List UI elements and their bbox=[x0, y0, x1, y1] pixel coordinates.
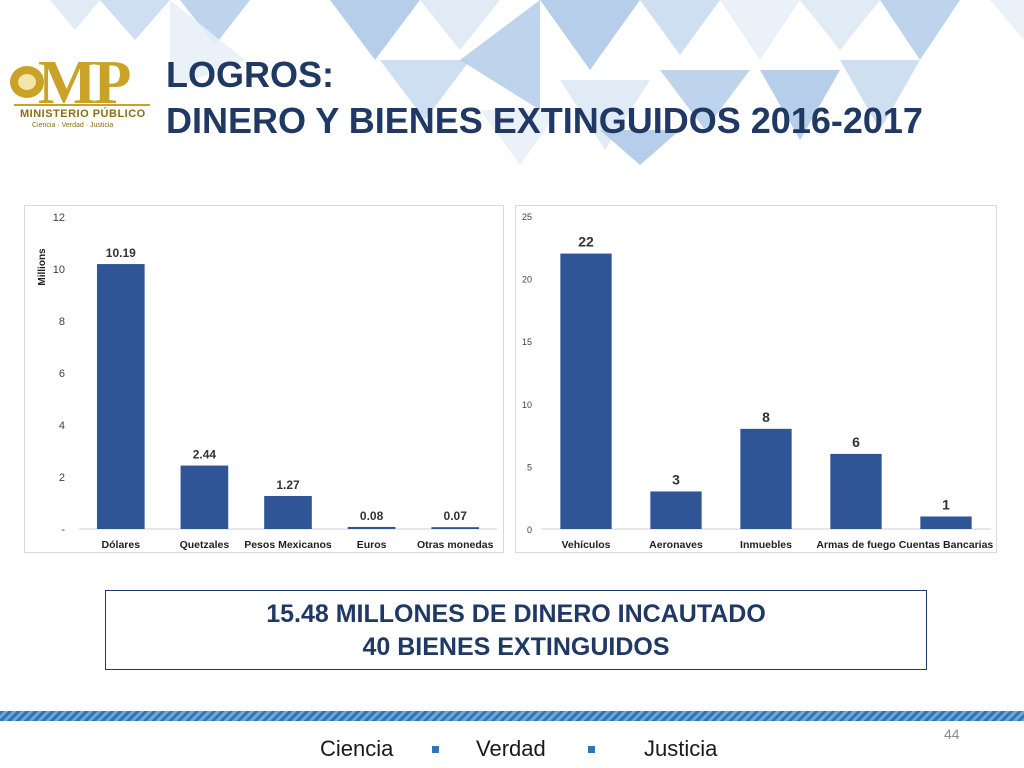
background-triangle bbox=[180, 0, 250, 45]
background-triangle bbox=[50, 0, 100, 30]
background-triangle bbox=[720, 0, 800, 60]
y-tick-label: 20 bbox=[522, 275, 532, 285]
bar bbox=[740, 428, 792, 529]
background-triangle bbox=[480, 110, 560, 165]
coat-of-arms-icon bbox=[10, 66, 44, 98]
data-label: 22 bbox=[578, 234, 594, 250]
category-label: Quetzales bbox=[180, 539, 230, 551]
background-triangle bbox=[760, 70, 840, 140]
background-triangle bbox=[100, 0, 170, 40]
money-chart-panel: - 2 4 6 8 10 12 Millions 10.19 Dólares 2.44 Quetzal… bbox=[24, 205, 504, 553]
category-label: Vehículos bbox=[561, 539, 610, 551]
bar bbox=[96, 264, 145, 529]
logo-divider bbox=[14, 104, 150, 106]
slide-title: LOGROS: DINERO Y BIENES EXTINGUIDOS 2016… bbox=[166, 52, 923, 144]
goods-chart-panel: 0 5 10 15 20 25 22 Vehículos 3 Aeronaves 8 Inmueble… bbox=[515, 205, 997, 553]
category-label: Otras monedas bbox=[417, 539, 494, 551]
summary-box: 15.48 MILLONES DE DINERO INCAUTADO 40 BI… bbox=[105, 590, 927, 670]
background-triangle bbox=[380, 60, 470, 120]
y-tick-label: 6 bbox=[59, 368, 65, 380]
footer-bullet-icon bbox=[588, 746, 595, 753]
background-triangle bbox=[330, 0, 420, 60]
data-label: 6 bbox=[852, 434, 860, 450]
y-tick-label: 12 bbox=[53, 212, 65, 224]
data-label: 3 bbox=[672, 471, 680, 487]
bar bbox=[431, 527, 480, 529]
y-tick-label: 15 bbox=[522, 337, 532, 347]
footer-motto: Ciencia Verdad Justicia bbox=[0, 736, 1024, 764]
logo-name: MINISTERIO PÚBLICO bbox=[20, 108, 146, 120]
category-label: Armas de fuego bbox=[816, 539, 895, 551]
category-label: Cuentas Bancarias bbox=[899, 539, 994, 551]
y-tick-label: - bbox=[61, 524, 65, 536]
y-tick-label: 25 bbox=[522, 212, 532, 222]
background-triangle bbox=[540, 0, 640, 70]
background-triangle bbox=[640, 0, 720, 55]
background-triangle bbox=[170, 0, 245, 90]
footer-bullet-icon bbox=[432, 746, 439, 753]
y-tick-label: 4 bbox=[59, 420, 65, 432]
background-triangle bbox=[990, 0, 1024, 40]
bar bbox=[830, 453, 882, 529]
bar bbox=[920, 516, 972, 529]
y-tick-label: 5 bbox=[527, 462, 532, 472]
ministerio-publico-logo: MP MINISTERIO PÚBLICO Ciencia · Verdad ·… bbox=[8, 49, 158, 152]
goods-bar-chart: 0 5 10 15 20 25 22 Vehículos 3 Aeronaves 8 Inmueble… bbox=[522, 212, 994, 551]
bar bbox=[560, 253, 612, 529]
category-label: Pesos Mexicanos bbox=[244, 539, 332, 551]
data-label: 1.27 bbox=[276, 478, 300, 492]
data-label: 10.19 bbox=[106, 246, 136, 260]
background-triangle bbox=[840, 60, 920, 130]
background-triangle bbox=[420, 0, 500, 50]
bar bbox=[347, 526, 396, 529]
money-bar-chart: - 2 4 6 8 10 12 Millions 10.19 Dólares 2.44 Quetzal… bbox=[37, 212, 497, 551]
footer-word-verdad: Verdad bbox=[476, 736, 546, 761]
background-triangle bbox=[880, 0, 960, 60]
title-line-2: DINERO Y BIENES EXTINGUIDOS 2016-2017 bbox=[166, 100, 923, 141]
category-label: Aeronaves bbox=[649, 539, 703, 551]
bar bbox=[650, 491, 702, 529]
data-label: 8 bbox=[762, 409, 770, 425]
background-triangles bbox=[50, 0, 1024, 165]
bar bbox=[180, 465, 229, 529]
data-label: 1 bbox=[942, 496, 950, 512]
summary-line-2: 40 BIENES EXTINGUIDOS bbox=[362, 633, 670, 661]
bar bbox=[264, 495, 312, 529]
footer-word-ciencia: Ciencia bbox=[320, 736, 394, 761]
background-triangle bbox=[800, 0, 880, 50]
summary-line-1: 15.48 MILLONES DE DINERO INCAUTADO bbox=[266, 600, 766, 628]
data-label: 0.08 bbox=[360, 509, 384, 523]
y-tick-label: 10 bbox=[53, 264, 65, 276]
data-label: 0.07 bbox=[444, 509, 468, 523]
data-label: 2.44 bbox=[193, 448, 217, 462]
background-triangle bbox=[600, 130, 680, 165]
y-tick-label: 0 bbox=[527, 525, 532, 535]
footer-word-justicia: Justicia bbox=[644, 736, 718, 761]
background-triangle bbox=[660, 70, 750, 130]
y-tick-label: 10 bbox=[522, 400, 532, 410]
background-triangle bbox=[460, 0, 540, 110]
y-tick-label: 8 bbox=[59, 316, 65, 328]
y-axis-title: Millions bbox=[37, 248, 48, 286]
page-number: 44 bbox=[944, 726, 960, 742]
title-line-1: LOGROS: bbox=[166, 54, 334, 95]
y-tick-label: 2 bbox=[59, 472, 65, 484]
category-label: Inmuebles bbox=[740, 539, 792, 551]
background-triangle bbox=[560, 80, 650, 150]
category-label: Euros bbox=[357, 539, 387, 551]
logo-motto: Ciencia · Verdad · Justicia bbox=[32, 122, 114, 129]
category-label: Dólares bbox=[102, 539, 141, 551]
footer-stripe bbox=[0, 711, 1024, 721]
